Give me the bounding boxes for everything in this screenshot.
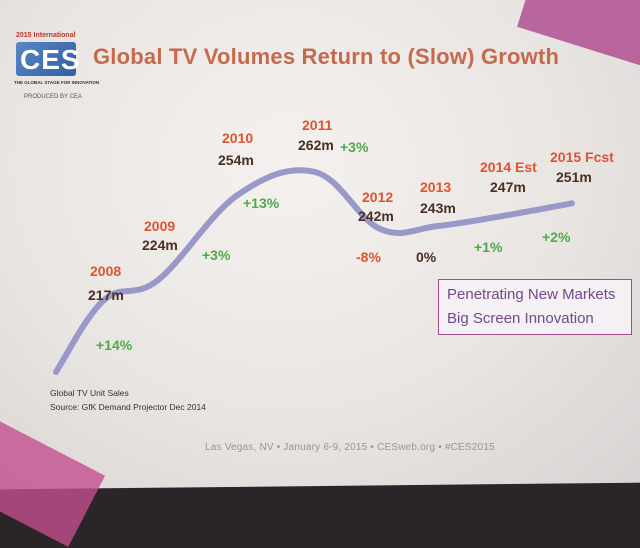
tv-volume-chart: 2008 217m +14% 2009 224m +3% 2010 254m +13% 2011 2…	[53, 117, 614, 375]
value-label-2011: 262m	[298, 137, 334, 153]
value-label-2012: 242m	[358, 208, 394, 224]
value-label-2008: 217m	[88, 287, 124, 303]
change-label-2009: +3%	[202, 247, 231, 263]
logo-brand: CES	[20, 44, 81, 75]
logo-tagline: THE GLOBAL STAGE FOR INNOVATION	[14, 80, 100, 85]
note-title: Global TV Unit Sales	[50, 388, 129, 398]
value-label-2015: 251m	[556, 169, 592, 185]
year-label-2013: 2013	[420, 179, 451, 195]
change-label-2008: +14%	[96, 337, 133, 353]
change-label-2014: +1%	[474, 239, 503, 255]
year-label-2015: 2015 Fcst	[550, 149, 614, 165]
chart-labels: 2008 217m +14% 2009 224m +3% 2010 254m +13% 2011 2…	[88, 117, 614, 353]
logo-badge	[16, 42, 76, 76]
year-label-2008: 2008	[90, 263, 121, 279]
callout-box: Penetrating New Markets Big Screen Innov…	[438, 279, 632, 335]
change-label-2012: -8%	[356, 249, 381, 265]
change-label-2015: +2%	[542, 229, 571, 245]
change-label-2013: 0%	[416, 249, 437, 265]
change-label-2010: +13%	[243, 195, 280, 211]
trend-line	[53, 167, 575, 375]
slide-footer: Las Vegas, NV • January 6-9, 2015 • CESw…	[205, 442, 495, 453]
logo-sponsor: PRODUCED BY CEA	[24, 94, 82, 100]
note-source: Source: GfK Demand Projector Dec 2014	[50, 402, 206, 412]
year-label-2012: 2012	[362, 189, 393, 205]
year-label-2014: 2014 Est	[480, 159, 537, 175]
change-label-2011: +3%	[340, 139, 369, 155]
year-label-2009: 2009	[144, 218, 175, 234]
value-label-2010: 254m	[218, 152, 254, 168]
value-label-2014: 247m	[490, 179, 526, 195]
logo-year: 2015 International	[16, 32, 76, 39]
slide-title: Global TV Volumes Return to (Slow) Growt…	[93, 44, 560, 69]
year-label-2011: 2011	[302, 117, 333, 133]
ces-logo: 2015 International CES THE GLOBAL STAGE …	[10, 32, 99, 108]
callout-line-2: Big Screen Innovation	[447, 310, 594, 327]
value-label-2009: 224m	[142, 237, 178, 253]
value-label-2013: 243m	[420, 200, 456, 216]
callout-line-1: Penetrating New Markets	[447, 286, 616, 303]
year-label-2010: 2010	[222, 130, 253, 146]
